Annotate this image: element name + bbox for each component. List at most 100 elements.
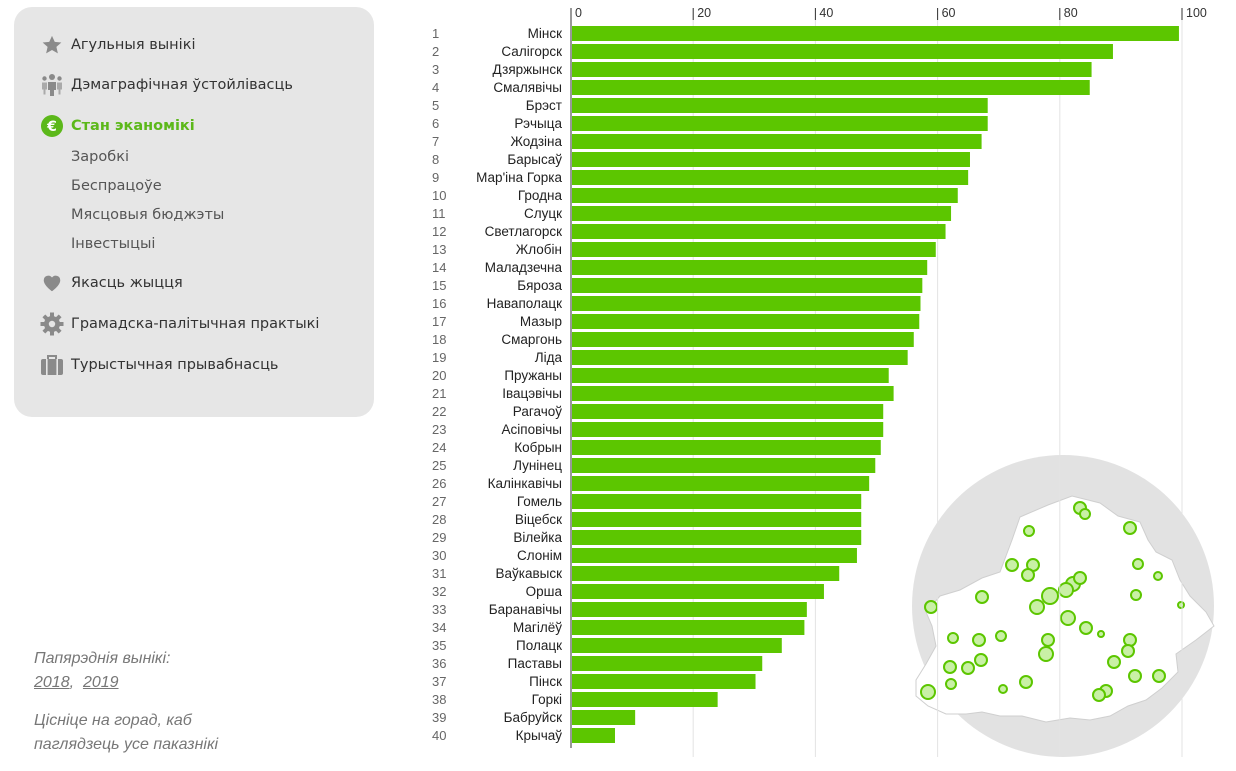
bar[interactable]	[572, 386, 894, 401]
sidebar-subitem-budgets[interactable]: Мясцовыя бюджэты	[71, 207, 225, 223]
bar-row[interactable]: 5 Брэст	[432, 98, 988, 113]
city-label[interactable]: Вілейка	[513, 530, 562, 545]
bar-row[interactable]: 3 Дзяржынск	[432, 62, 1092, 77]
year-2018-link[interactable]: 2018	[34, 674, 70, 691]
city-label[interactable]: Мазыр	[520, 314, 562, 329]
bar-row[interactable]: 14 Маладзечна	[432, 260, 928, 275]
map-city-marker[interactable]	[1079, 621, 1093, 635]
bar-row[interactable]: 19 Ліда	[432, 350, 908, 365]
bar[interactable]	[572, 170, 969, 185]
city-label[interactable]: Наваполацк	[487, 296, 562, 311]
bar[interactable]	[572, 26, 1179, 41]
sidebar-subitem-investments[interactable]: Інвестыцыі	[71, 236, 156, 252]
bar[interactable]	[572, 332, 914, 347]
sidebar-item-demography[interactable]: Дэмаграфічная ўстойлівасць	[40, 73, 293, 97]
city-label[interactable]: Бяроза	[517, 278, 562, 293]
bar[interactable]	[572, 314, 920, 329]
city-label[interactable]: Смаргонь	[501, 332, 562, 347]
bar[interactable]	[572, 584, 824, 599]
map-city-marker[interactable]	[1041, 587, 1059, 605]
map-city-marker[interactable]	[1097, 630, 1105, 638]
city-label[interactable]: Кобрын	[514, 440, 562, 455]
map-city-marker[interactable]	[943, 660, 957, 674]
map-city-marker[interactable]	[945, 678, 957, 690]
bar[interactable]	[572, 422, 884, 437]
city-label[interactable]: Слонім	[517, 548, 562, 563]
bar-row[interactable]: 11 Слуцк	[432, 206, 952, 221]
map-city-marker[interactable]	[1041, 633, 1055, 647]
bar[interactable]	[572, 260, 928, 275]
city-label[interactable]: Орша	[526, 584, 563, 599]
bar-row[interactable]: 21 Івацэвічы	[432, 386, 894, 401]
map-city-marker[interactable]	[1023, 525, 1035, 537]
city-label[interactable]: Смалявічы	[493, 80, 562, 95]
bar-row[interactable]: 33 Баранавічы	[432, 602, 807, 617]
bar[interactable]	[572, 494, 862, 509]
bar[interactable]	[572, 512, 862, 527]
bar[interactable]	[572, 692, 718, 707]
map-city-marker[interactable]	[947, 632, 959, 644]
city-label[interactable]: Паставы	[508, 656, 562, 671]
sidebar-item-tourism[interactable]: Турыстычная прывабнасць	[40, 353, 278, 377]
bar[interactable]	[572, 656, 763, 671]
map-city-marker[interactable]	[975, 590, 989, 604]
bar-row[interactable]: 30 Слонім	[432, 548, 857, 563]
map-city-marker[interactable]	[1107, 655, 1121, 669]
bar-row[interactable]: 40 Крычаў	[432, 728, 615, 743]
map-city-marker[interactable]	[920, 684, 936, 700]
sidebar-item-civic-practices[interactable]: Грамадска-палітычная практыкі	[40, 312, 319, 336]
bar[interactable]	[572, 368, 889, 383]
city-label[interactable]: Слуцк	[524, 206, 562, 221]
bar[interactable]	[572, 548, 857, 563]
bar[interactable]	[572, 224, 946, 239]
city-label[interactable]: Крычаў	[516, 728, 563, 743]
bar[interactable]	[572, 116, 988, 131]
map-city-marker[interactable]	[1132, 558, 1144, 570]
city-label[interactable]: Горкі	[532, 692, 562, 707]
bar-row[interactable]: 20 Пружаны	[432, 368, 889, 383]
city-label[interactable]: Ліда	[535, 350, 563, 365]
bar-row[interactable]: 34 Магілёў	[432, 620, 805, 635]
bar-row[interactable]: 16 Наваполацк	[432, 296, 921, 311]
bar[interactable]	[572, 440, 881, 455]
map-city-marker[interactable]	[1123, 633, 1137, 647]
city-label[interactable]: Гомель	[517, 494, 562, 509]
city-label[interactable]: Барысаў	[507, 152, 562, 167]
bar-row[interactable]: 12 Светлагорск	[432, 224, 946, 239]
year-2019-link[interactable]: 2019	[82, 674, 119, 691]
city-label[interactable]: Мар'іна Горка	[476, 170, 562, 185]
city-label[interactable]: Магілёў	[513, 620, 562, 635]
bar[interactable]	[572, 242, 936, 257]
bar-row[interactable]: 35 Полацк	[432, 638, 782, 653]
city-label[interactable]: Мінск	[528, 26, 562, 41]
bar[interactable]	[572, 674, 756, 689]
bar[interactable]	[572, 476, 870, 491]
bar-row[interactable]: 29 Вілейка	[432, 530, 862, 545]
map-city-marker[interactable]	[1123, 521, 1137, 535]
map-city-marker[interactable]	[1005, 558, 1019, 572]
sidebar-subitem-unemployment[interactable]: Беспрацоўе	[71, 178, 162, 194]
map-city-marker[interactable]	[1153, 571, 1163, 581]
map-city-marker[interactable]	[1177, 601, 1185, 609]
bar[interactable]	[572, 728, 615, 743]
city-label[interactable]: Салігорск	[501, 44, 562, 59]
city-label[interactable]: Маладзечна	[485, 260, 563, 275]
bar-row[interactable]: 7 Жодзіна	[432, 134, 982, 149]
map-city-marker[interactable]	[924, 600, 938, 614]
map-city-marker[interactable]	[1079, 508, 1091, 520]
bar-row[interactable]: 38 Горкі	[432, 692, 718, 707]
sidebar-subitem-salaries[interactable]: Заробкі	[71, 149, 129, 165]
map-city-marker[interactable]	[1038, 646, 1054, 662]
city-label[interactable]: Івацэвічы	[502, 386, 562, 401]
bar-row[interactable]: 13 Жлобін	[432, 242, 936, 257]
map-city-marker[interactable]	[1128, 669, 1142, 683]
bar[interactable]	[572, 350, 908, 365]
bar[interactable]	[572, 566, 840, 581]
map-city-marker[interactable]	[972, 633, 986, 647]
bar[interactable]	[572, 278, 923, 293]
city-label[interactable]: Калінкавічы	[488, 476, 562, 491]
bar[interactable]	[572, 152, 970, 167]
map-city-marker[interactable]	[1092, 688, 1106, 702]
map-city-marker[interactable]	[974, 653, 988, 667]
city-label[interactable]: Лунінец	[513, 458, 562, 473]
